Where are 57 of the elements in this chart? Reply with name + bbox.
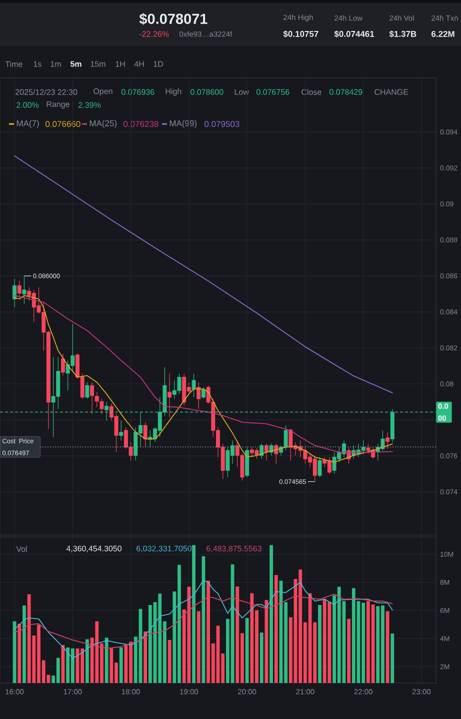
annotation: Close [302,89,322,95]
line-series [14,580,393,659]
annotation: 2.00% [16,102,39,108]
text: 15m [90,61,106,67]
line-series [14,155,393,394]
candlestick [119,420,124,441]
annotation: Low [234,89,249,95]
text: 1D [154,61,164,67]
annotation: 0.076238 [124,120,158,128]
candlestick [386,432,390,450]
annotation: CHANGE [374,89,408,95]
chart-title: $0.078071 [139,13,208,25]
text: $0.074461 [334,30,374,38]
candlestick [60,354,65,376]
legend-label: MA(7) [16,120,39,128]
candlestick [76,352,80,380]
annotation: 4,360,454.3050 [66,546,122,552]
text: $1.37B [389,30,416,38]
text: Time [5,61,22,67]
annotation: 2.39% [78,102,101,108]
annotation: 0.076660 [46,120,80,128]
chart-subtitle: -22.26% [140,31,169,37]
annotation: 0.076936 [122,89,154,95]
candlestick [80,373,84,400]
text: 1m [50,61,61,67]
candlestick [284,425,288,451]
annotation: 6,032,331.7050 [136,546,192,552]
candlestick [85,382,90,400]
candlestick [17,280,22,298]
annotation: Open [94,88,112,96]
annotation: High [166,88,182,96]
text: 5m [70,61,82,67]
text: 4H [134,61,144,67]
candlestick [168,373,172,418]
candlestick [264,443,268,461]
candlestick [192,373,196,398]
legend-label: MA(99) [170,120,197,128]
text: $0.10757 [283,30,318,38]
candlestick [201,386,206,400]
text: 6.22M [432,30,454,38]
candlestick [318,456,322,478]
annotation: 2025/12/23 22:30 [16,89,78,95]
candlestick [143,422,148,448]
annotation: 6,483,875.5563 [206,546,262,552]
annotation: 0.078600 [190,89,224,95]
text: 1H [116,61,125,67]
candlestick [245,446,250,478]
annotation: 0.076756 [256,89,290,95]
annotation: 0.078429 [330,89,362,95]
text: 1s [34,61,42,67]
candlestick [22,276,26,304]
annotation: Vol [16,546,27,552]
candlestick [90,382,94,414]
annotation: Range [46,101,70,109]
legend-label: MA(25) [90,120,117,128]
annotation: 0.079503 [204,120,240,128]
line-series [14,594,393,649]
